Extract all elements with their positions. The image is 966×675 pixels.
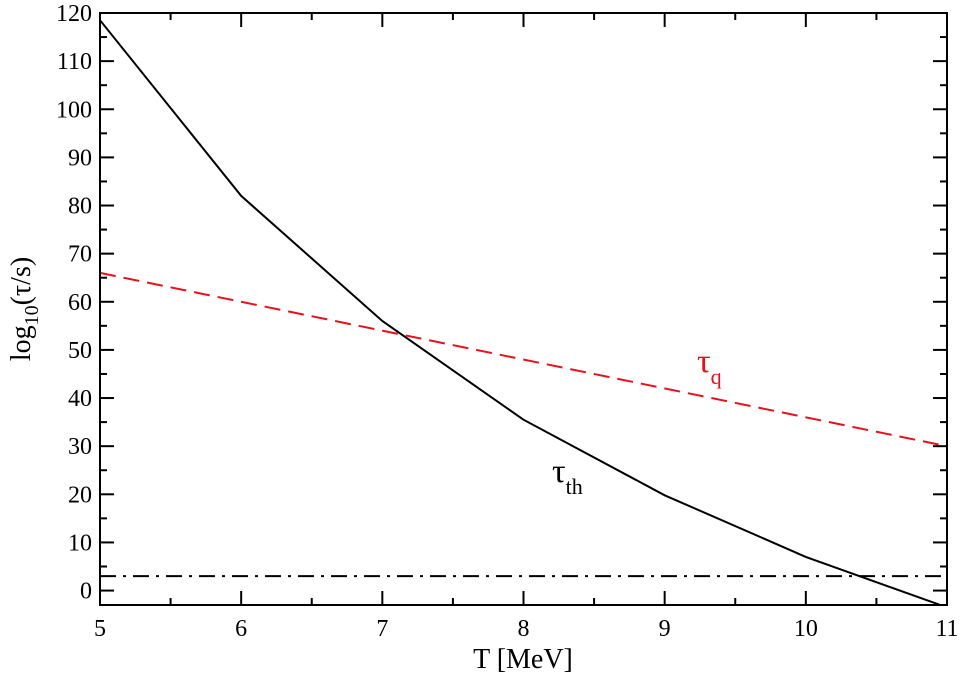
series-line-tau_th xyxy=(100,19,944,605)
x-tick-label: 10 xyxy=(794,616,818,642)
x-tick-label: 8 xyxy=(518,616,530,642)
y-tick-label: 30 xyxy=(68,434,92,460)
x-tick-label: 11 xyxy=(935,616,958,642)
y-tick-label: 70 xyxy=(68,242,92,268)
y-tick-label: 100 xyxy=(56,97,92,123)
y-axis-title: log10(τ/s) xyxy=(6,257,43,361)
y-tick-label: 40 xyxy=(68,386,92,412)
series-lines xyxy=(100,19,947,605)
plot-frame xyxy=(99,12,948,606)
series-label-tau-q: τq xyxy=(697,343,722,389)
x-tick-label: 5 xyxy=(94,616,106,642)
series-label-tau-th-main: τ xyxy=(552,453,566,490)
x-tick-label: 9 xyxy=(659,616,671,642)
y-tick-label: 60 xyxy=(68,290,92,316)
x-tick-label: 6 xyxy=(235,616,247,642)
y-tick-label: 80 xyxy=(68,194,92,220)
x-tick-label: 7 xyxy=(376,616,388,642)
series-label-tau-th: τth xyxy=(552,453,583,499)
y-axis-title-rest: (τ/s) xyxy=(6,257,37,306)
series-line-tau_q xyxy=(100,271,947,448)
y-tick-label: 0 xyxy=(80,579,92,605)
x-axis-title: T [MeV] xyxy=(473,644,573,675)
y-tick-label: 90 xyxy=(68,145,92,171)
y-axis-title-main: log xyxy=(6,325,37,361)
series-label-tau-th-sub: th xyxy=(566,474,583,499)
series-label-tau-q-sub: q xyxy=(711,364,722,389)
y-tick-label: 20 xyxy=(68,482,92,508)
series-label-tau-q-main: τ xyxy=(697,343,711,380)
y-tick-label: 50 xyxy=(68,338,92,364)
y-tick-label: 120 xyxy=(56,1,92,27)
y-tick-label: 110 xyxy=(57,49,92,75)
axis-ticks xyxy=(99,12,948,605)
y-tick-label: 10 xyxy=(68,530,92,556)
y-axis-title-sub: 10 xyxy=(21,305,43,325)
